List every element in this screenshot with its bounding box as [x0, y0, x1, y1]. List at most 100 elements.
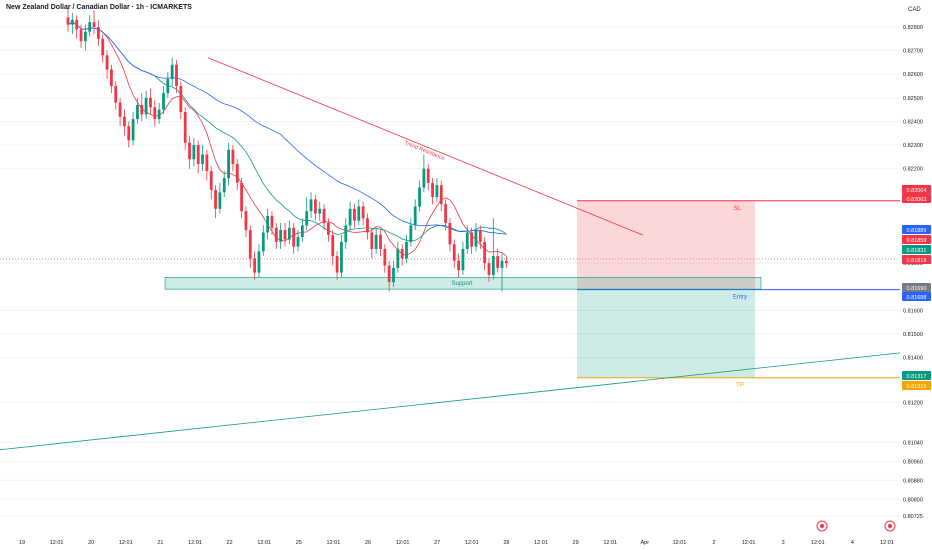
candle-body	[431, 182, 434, 198]
candle-body	[366, 218, 369, 233]
sl-label: SL	[733, 206, 741, 212]
candle-body	[300, 225, 304, 238]
candle-body	[331, 234, 335, 257]
take-profit-zone	[577, 289, 755, 378]
candle-body	[166, 78, 170, 94]
time-tick-label: 19	[19, 540, 25, 546]
price-tick-label: 0.82200	[903, 167, 923, 173]
price-tick-label: 0.82800	[903, 25, 923, 31]
candle-body	[209, 171, 213, 190]
candle-body	[279, 230, 283, 242]
time-tick-label: 20	[88, 540, 94, 546]
candle-body	[457, 260, 460, 271]
trend-resistance-label: Trend Resistance	[403, 140, 445, 162]
candle-body	[439, 185, 443, 205]
time-tick-label: 25	[296, 540, 302, 546]
support-zone	[164, 277, 762, 290]
candle-body	[426, 168, 430, 183]
time-tick-label: 12:01	[188, 540, 202, 546]
price-badge	[902, 283, 931, 292]
candle-body	[500, 260, 504, 268]
candle-body	[353, 208, 356, 221]
candle-body	[344, 225, 348, 242]
candle-body	[136, 104, 139, 120]
candle-body	[309, 199, 313, 212]
price-tick-label: 0.82600	[903, 72, 923, 78]
rising-trendline	[0, 352, 901, 451]
candle-body	[75, 19, 79, 30]
candle-body	[340, 241, 343, 273]
candle-body	[253, 258, 257, 273]
candle-body	[266, 215, 270, 233]
candle-body	[435, 185, 439, 198]
trend-resistance-line	[207, 57, 644, 236]
price-tick-label: 0.81400	[903, 356, 923, 362]
price-badge	[902, 371, 931, 380]
candle-body	[162, 93, 165, 110]
event-icon-dot	[888, 524, 892, 528]
candle-body	[487, 263, 491, 275]
price-tick-label: 0.80960	[903, 460, 923, 466]
candle-body	[461, 248, 465, 271]
candle-body	[222, 178, 226, 193]
candle-body	[101, 38, 105, 56]
time-tick-label: 2	[712, 540, 715, 546]
candles	[66, 8, 508, 292]
price-badge	[902, 381, 931, 390]
candle-body	[444, 204, 447, 224]
currency-label: CAD	[908, 7, 921, 13]
price-axis: 0.82800 0.82700 0.82600 0.82500 0.82400 0.823…	[900, 0, 932, 550]
price-badge-label: 0.81831	[907, 248, 927, 254]
candle-body	[92, 22, 96, 27]
candle-body	[322, 208, 326, 224]
time-tick-label: 12:01	[327, 540, 341, 546]
chart-title: New Zealand Dollar / Canadian Dollar · 1…	[6, 4, 192, 11]
price-badge-label: 0.81859	[907, 238, 927, 244]
candle-body	[248, 230, 252, 259]
time-tick-label: 22	[227, 540, 233, 546]
price-badge-label: 0.82063	[907, 197, 927, 203]
candle-body	[183, 112, 187, 143]
candle-body	[227, 149, 230, 179]
candle-body	[496, 256, 500, 268]
price-badge-label: 0.81317	[907, 374, 927, 380]
price-tick-label: 0.81600	[903, 308, 923, 314]
candle-body	[192, 145, 196, 160]
time-tick-label: 12:01	[534, 540, 548, 546]
time-tick-label: 29	[573, 540, 579, 546]
time-tick-label: 12:01	[811, 540, 825, 546]
candle-body	[422, 168, 426, 188]
time-tick-label: 12:01	[880, 540, 894, 546]
candle-body	[504, 260, 508, 264]
candle-body	[153, 107, 157, 120]
time-tick-label: 28	[503, 540, 509, 546]
candle-body	[374, 234, 378, 249]
time-tick-label: 12:01	[119, 540, 133, 546]
price-badge	[902, 185, 931, 194]
event-icon	[884, 520, 896, 532]
candle-body	[287, 227, 291, 240]
candle-body	[257, 251, 261, 273]
time-tick-label: 12:01	[603, 540, 617, 546]
candle-body	[448, 223, 452, 245]
price-badge-label: 0.81889	[907, 228, 927, 234]
candle-body	[261, 232, 265, 252]
gridlines	[0, 26, 900, 517]
event-icon	[816, 520, 828, 532]
time-tick-label: 12:01	[465, 540, 479, 546]
price-badge	[902, 235, 931, 244]
entry-label: Entry	[733, 295, 747, 301]
candle-body	[348, 208, 352, 226]
candle-body	[123, 116, 126, 127]
candle-body	[240, 182, 243, 212]
price-badge-label: 0.81818	[907, 258, 927, 264]
candle-body	[196, 145, 200, 164]
price-badge	[902, 194, 931, 203]
candle-body	[270, 215, 274, 228]
candle-body	[149, 97, 152, 108]
candle-body	[96, 27, 100, 39]
candle-body	[327, 223, 330, 235]
time-tick-label: 12:01	[742, 540, 756, 546]
